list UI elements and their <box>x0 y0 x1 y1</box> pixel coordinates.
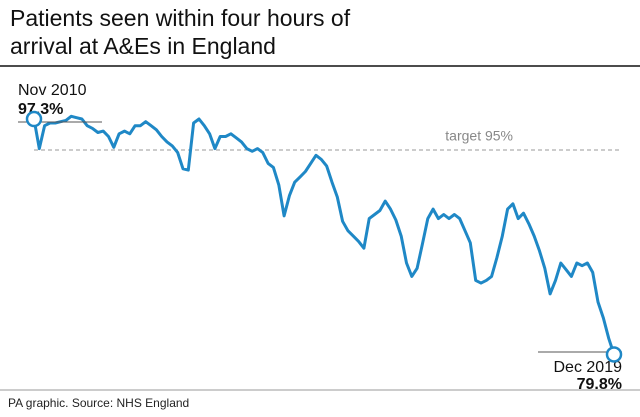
target-label: target 95% <box>445 128 513 144</box>
end-marker <box>605 346 623 363</box>
start-marker <box>25 110 43 128</box>
data-line <box>32 114 616 355</box>
end-value: 79.8% <box>577 376 622 393</box>
start-date: Nov 2010 <box>18 82 87 99</box>
end-date: Dec 2019 <box>554 359 623 376</box>
chart-title: Patients seen within four hours of arriv… <box>10 5 351 59</box>
source: PA graphic. Source: NHS England <box>8 396 189 410</box>
